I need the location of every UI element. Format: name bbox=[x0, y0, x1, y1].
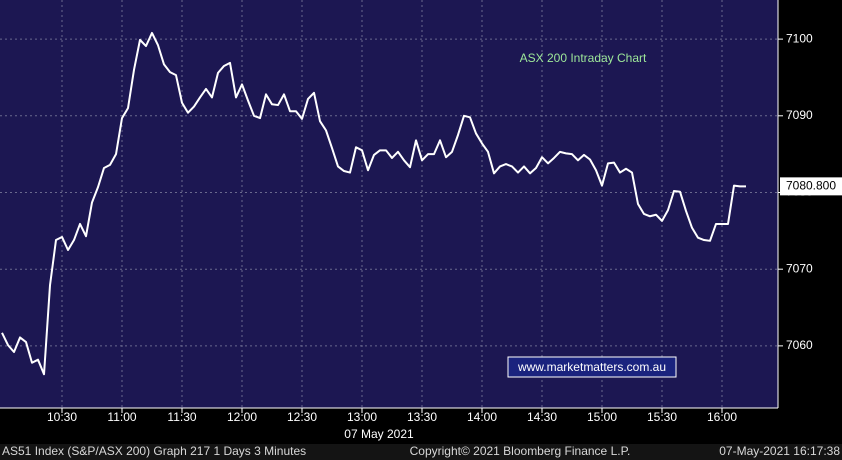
x-axis-label: 07 May 2021 bbox=[344, 427, 414, 441]
x-tick-label: 11:00 bbox=[107, 410, 136, 424]
x-tick-label: 15:00 bbox=[587, 410, 617, 424]
footer-center: Copyright© 2021 Bloomberg Finance L.P. bbox=[410, 444, 631, 458]
y-tick-label: 7090 bbox=[786, 108, 813, 122]
x-tick-label: 12:30 bbox=[287, 410, 317, 424]
watermark-box bbox=[507, 356, 677, 378]
y-tick-label: 7060 bbox=[786, 338, 813, 352]
x-tick-label: 13:30 bbox=[407, 410, 437, 424]
footer-bar bbox=[0, 444, 842, 460]
last-price-box bbox=[780, 177, 842, 196]
last-price-label: 7080.800 bbox=[786, 179, 836, 193]
x-tick-label: 11:30 bbox=[167, 410, 196, 424]
x-tick-label: 10:30 bbox=[47, 410, 77, 424]
x-tick-label: 16:00 bbox=[707, 410, 737, 424]
chart-title: ASX 200 Intraday Chart bbox=[520, 51, 647, 65]
price-line bbox=[1, 31, 746, 376]
x-tick-label: 13:00 bbox=[347, 410, 377, 424]
plot-area bbox=[0, 0, 778, 408]
footer-left: AS51 Index (S&P/ASX 200) Graph 217 1 Day… bbox=[2, 444, 306, 458]
y-tick-label: 7070 bbox=[786, 261, 813, 275]
x-tick-label: 14:30 bbox=[527, 410, 557, 424]
x-tick-label: 14:00 bbox=[467, 410, 497, 424]
x-tick-label: 15:30 bbox=[647, 410, 677, 424]
x-tick-label: 12:00 bbox=[227, 410, 257, 424]
y-tick-label: 7100 bbox=[786, 31, 813, 45]
watermark: www.marketmatters.com.au bbox=[517, 360, 666, 374]
footer-right: 07-May-2021 16:17:38 bbox=[719, 444, 840, 458]
